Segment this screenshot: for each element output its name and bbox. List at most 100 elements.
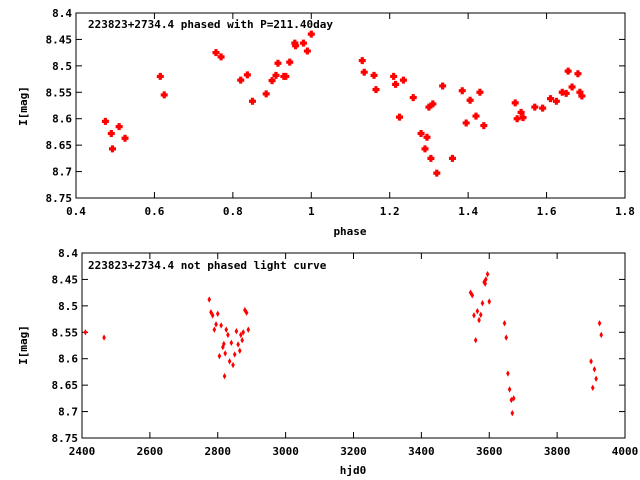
phased-x-tick-label: 1.2 xyxy=(380,205,400,218)
unphased-data-point xyxy=(599,331,604,339)
phased-x-tick-label: 1.6 xyxy=(537,205,557,218)
phased-y-tick-label: 8.7 xyxy=(52,166,72,179)
phased-y-axis-label: I[mag] xyxy=(17,86,30,126)
phased-data-point xyxy=(531,103,539,111)
unphased-x-tick-label: 3200 xyxy=(340,445,367,458)
unphased-data-point xyxy=(590,384,595,391)
phased-x-tick-label: 1 xyxy=(308,205,315,218)
phased-y-tick-label: 8.6 xyxy=(52,113,72,126)
unphased-data-point xyxy=(475,307,480,315)
phased-data-point xyxy=(552,97,560,105)
phased-data-point xyxy=(578,92,586,100)
phased-data-point xyxy=(217,53,225,61)
unphased-x-axis-label: hjd0 xyxy=(340,464,367,477)
unphased-x-tick-label: 3800 xyxy=(544,445,571,458)
unphased-data-point xyxy=(507,386,512,393)
unphased-plot-frame xyxy=(81,252,626,439)
phased-data-point xyxy=(237,76,245,84)
unphased-data-point xyxy=(502,320,507,327)
phased-data-point xyxy=(568,83,576,91)
phased-data-point xyxy=(292,42,300,50)
unphased-data-point xyxy=(221,343,225,351)
phased-data-point xyxy=(421,145,429,153)
unphased-y-tick-label: 8.75 xyxy=(52,432,79,445)
unphased-x-tick-label: 4000 xyxy=(612,445,639,458)
unphased-y-tick-label: 8.4 xyxy=(58,247,78,260)
unphased-data-point xyxy=(487,298,492,305)
unphased-data-point xyxy=(240,337,244,344)
unphased-data-point xyxy=(232,351,237,358)
unphased-y-tick-label: 8.5 xyxy=(58,300,78,313)
phased-data-point xyxy=(396,113,404,121)
phased-data-point xyxy=(562,89,570,97)
unphased-data-point xyxy=(482,278,486,286)
phased-data-point xyxy=(564,67,572,75)
unphased-data-point xyxy=(229,339,234,347)
unphased-data-point xyxy=(241,329,246,336)
phased-data-point xyxy=(517,108,525,116)
phased-data-point xyxy=(390,72,398,80)
phased-data-point xyxy=(574,70,582,78)
phased-data-point xyxy=(299,39,307,47)
unphased-data-point xyxy=(212,326,217,333)
phased-y-tick-label: 8.5 xyxy=(52,60,72,73)
unphased-data-point xyxy=(231,361,235,369)
phased-data-point xyxy=(513,115,521,123)
phased-data-point xyxy=(212,49,220,57)
unphased-data-point xyxy=(510,409,515,417)
phased-x-tick-label: 1.4 xyxy=(458,205,478,218)
unphased-data-point xyxy=(589,358,593,365)
phased-data-point xyxy=(511,99,519,107)
unphased-data-points xyxy=(83,270,604,417)
unphased-data-point xyxy=(223,350,228,357)
phased-y-tick-label: 8.65 xyxy=(46,139,73,152)
phased-data-point xyxy=(243,71,251,79)
unphased-data-point xyxy=(506,370,510,377)
phased-data-point xyxy=(462,119,470,127)
phased-data-point xyxy=(417,130,425,138)
phased-y-tick-label: 8.55 xyxy=(46,86,73,99)
unphased-x-tick-label: 2400 xyxy=(69,445,96,458)
phased-data-point xyxy=(546,95,554,103)
phased-data-point xyxy=(262,90,270,98)
unphased-data-point xyxy=(244,309,249,316)
phased-axis-ticks: 0.4 0.6 0.8 1 1.2 1.4 1.6 1.8 8.4 8.45 8.5 8.55 8.6 8… xyxy=(46,7,635,218)
phased-data-point xyxy=(458,87,466,95)
unphased-data-point xyxy=(472,312,476,319)
phased-data-point xyxy=(519,114,527,122)
phased-y-tick-label: 8.75 xyxy=(46,192,73,205)
unphased-y-tick-label: 8.7 xyxy=(58,406,78,419)
unphased-x-tick-label: 3400 xyxy=(408,445,435,458)
phased-data-point xyxy=(433,169,441,177)
unphased-y-tick-label: 8.55 xyxy=(52,326,79,339)
unphased-data-point xyxy=(473,337,478,344)
phased-data-point xyxy=(439,82,447,90)
phased-data-point xyxy=(272,71,280,79)
phased-data-point xyxy=(360,68,368,76)
unphased-y-tick-label: 8.6 xyxy=(58,353,78,366)
phased-data-point xyxy=(286,58,294,66)
unphased-data-point xyxy=(239,331,243,339)
phased-data-point xyxy=(558,88,566,96)
unphased-data-point xyxy=(234,328,239,335)
unphased-data-point xyxy=(219,322,223,329)
unphased-data-point xyxy=(470,292,475,299)
unphased-y-tick-label: 8.65 xyxy=(52,379,79,392)
unphased-data-point xyxy=(477,316,481,324)
phased-x-tick-label: 0.8 xyxy=(223,205,243,218)
phased-chart-title: 223823+2734.4 phased with P=211.40day xyxy=(88,18,333,31)
phased-data-point xyxy=(115,123,123,131)
unphased-data-point xyxy=(236,341,240,348)
phased-data-point xyxy=(423,133,431,141)
phased-data-point xyxy=(303,47,311,55)
phased-x-tick-label: 1.8 xyxy=(615,205,635,218)
phased-data-point xyxy=(425,103,433,111)
unphased-axis-ticks: 2400 2600 2800 3000 3200 3400 3600 3800 4000 8.4 8… xyxy=(52,247,639,458)
phased-y-tick-label: 8.4 xyxy=(52,7,72,20)
phased-data-point xyxy=(372,86,380,94)
phased-data-point xyxy=(156,72,164,80)
unphased-data-point xyxy=(480,300,485,307)
unphased-data-point xyxy=(484,276,488,283)
phased-data-point xyxy=(409,94,417,102)
phased-x-tick-label: 0.6 xyxy=(144,205,164,218)
